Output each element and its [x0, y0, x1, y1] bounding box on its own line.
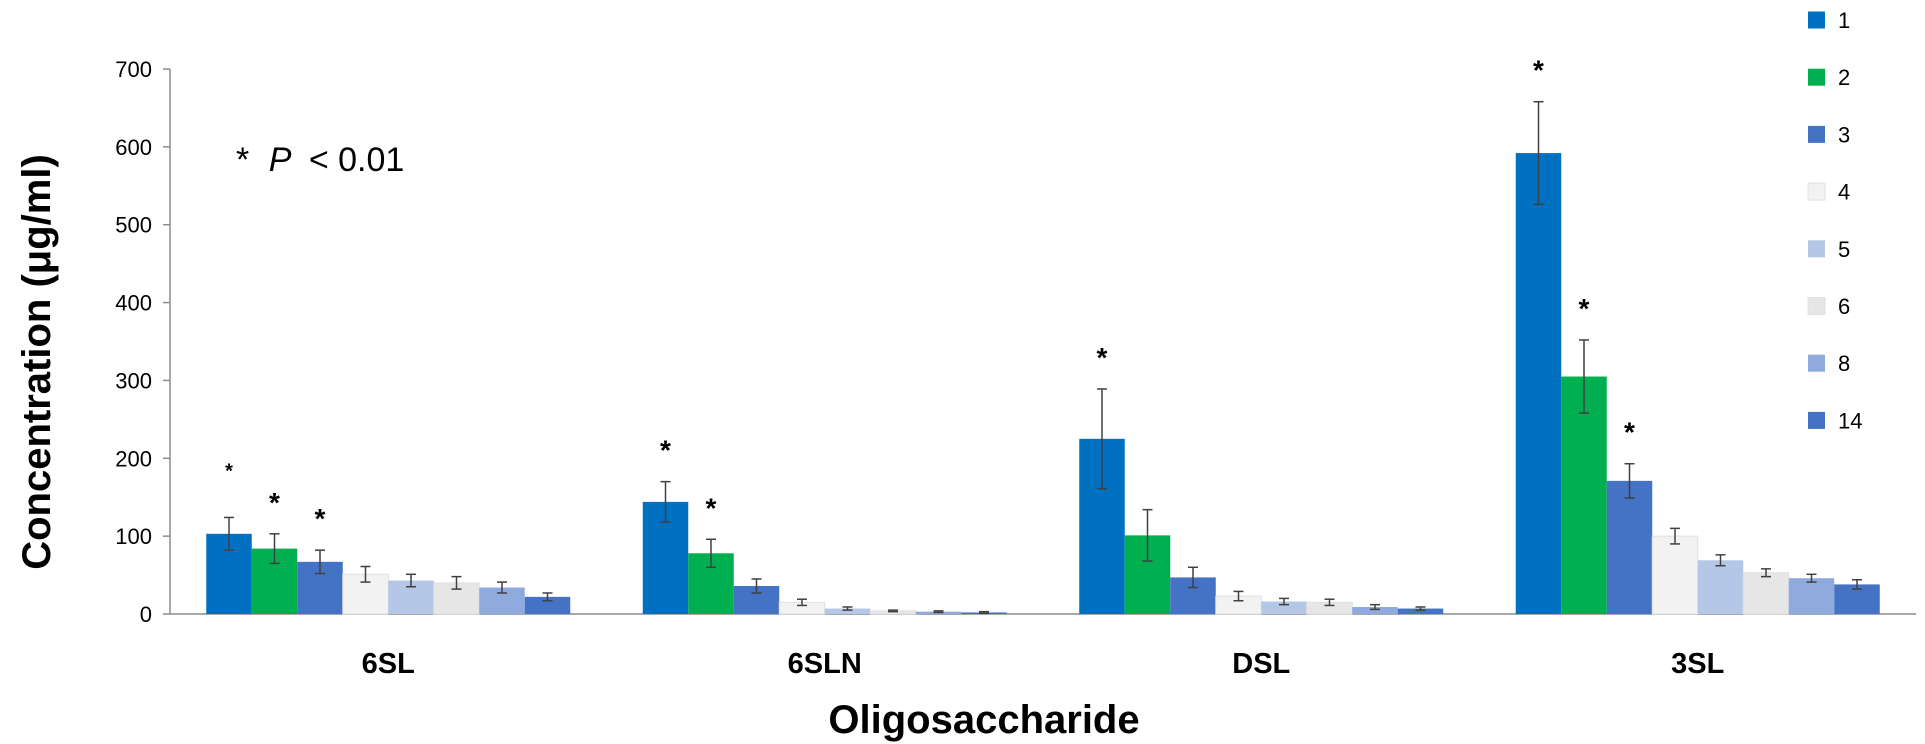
significance-star: * — [315, 503, 326, 534]
legend-swatch-6 — [1807, 297, 1826, 315]
legend-swatch-5 — [1808, 240, 1825, 258]
legend-swatch-4 — [1807, 182, 1826, 201]
legend-label-5: 5 — [1838, 237, 1850, 262]
y-tick-label: 0 — [140, 602, 152, 627]
legend-label-6: 6 — [1838, 294, 1850, 319]
legend-label-1: 1 — [1838, 8, 1850, 33]
y-tick-label: 200 — [115, 446, 152, 471]
bar-6SL-series-14 — [524, 596, 571, 614]
significance-note-p: P — [269, 141, 292, 179]
y-tick-label: 700 — [115, 57, 152, 82]
bar-3SL-series-5 — [1697, 560, 1744, 614]
significance-star: * — [1533, 55, 1544, 86]
y-tick-label: 400 — [115, 291, 152, 316]
significance-star: * — [225, 460, 233, 482]
y-tick-label: 100 — [115, 524, 152, 549]
category-label: DSL — [1232, 648, 1290, 680]
legend-label-4: 4 — [1838, 180, 1850, 205]
bar-DSL-series-8 — [1352, 606, 1398, 614]
significance-star: * — [660, 435, 671, 466]
bar-3SL-series-6 — [1742, 572, 1790, 615]
bar-DSL-series-5 — [1261, 601, 1307, 614]
legend-swatch-8 — [1808, 354, 1825, 372]
significance-note-threshold: < 0.01 — [309, 141, 404, 179]
legend-swatch-1 — [1808, 11, 1825, 29]
significance-star: * — [1624, 417, 1635, 448]
significance-star: * — [269, 487, 280, 518]
bar-3SL-series-8 — [1788, 578, 1835, 614]
legend-swatch-14 — [1808, 411, 1825, 429]
bar-3SL-series-4 — [1651, 535, 1699, 615]
legend-label-3: 3 — [1838, 122, 1850, 147]
bar-3SL-series-3 — [1606, 480, 1653, 614]
y-tick-label: 600 — [115, 135, 152, 160]
significance-star: * — [1579, 293, 1590, 324]
bar-3SL-series-1 — [1515, 153, 1562, 615]
significance-star: * — [1097, 342, 1108, 373]
y-tick-label: 500 — [115, 213, 152, 238]
legend-swatch-2 — [1808, 68, 1825, 86]
significance-note: * P < 0.01 — [236, 141, 404, 179]
bar-DSL-series-14 — [1397, 608, 1444, 614]
bar-3SL-series-2 — [1561, 376, 1607, 614]
category-label: 6SLN — [788, 648, 862, 680]
significance-note-star: * — [236, 141, 249, 179]
bar-6SLN-series-5 — [824, 608, 871, 614]
y-axis-title: Concentration (μg/ml) — [15, 154, 59, 570]
legend-label-14: 14 — [1838, 408, 1862, 433]
category-label: 6SL — [362, 648, 415, 680]
legend-label-8: 8 — [1838, 351, 1850, 376]
significance-star: * — [706, 492, 717, 523]
legend-label-2: 2 — [1838, 65, 1850, 90]
y-tick-label: 300 — [115, 368, 152, 393]
legend-swatch-3 — [1808, 125, 1825, 143]
category-label: 3SL — [1671, 648, 1724, 680]
x-axis-title: Oligosaccharide — [828, 698, 1139, 742]
